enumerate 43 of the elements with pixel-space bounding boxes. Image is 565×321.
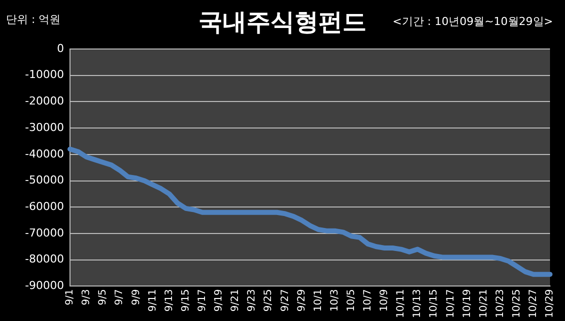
x-tick-label: 10/21	[478, 289, 490, 318]
y-tick-label: -90000	[25, 279, 64, 292]
x-tick-label: 9/17	[197, 289, 208, 312]
x-tick-label: 10/11	[396, 289, 407, 318]
x-tick-label: 10/25	[511, 289, 522, 318]
x-tick-label: 10/13	[412, 289, 424, 318]
x-tick-label: 10/5	[346, 289, 357, 312]
y-tick-label: -30000	[25, 120, 64, 134]
x-tick-label: 10/17	[445, 289, 456, 318]
x-tick-label: 10/7	[362, 289, 374, 312]
x-tick-label: 9/5	[98, 289, 109, 306]
x-tick-label: 9/19	[214, 289, 225, 312]
x-tick-label: 10/3	[329, 289, 340, 312]
y-tick-label: -10000	[25, 68, 64, 82]
x-tick-label: 9/25	[263, 289, 274, 312]
x-tick-label: 10/9	[379, 289, 390, 312]
x-tick-label: 10/1	[312, 289, 324, 312]
x-tick-label: 9/11	[147, 289, 158, 312]
x-tick-label: 10/15	[428, 289, 440, 318]
y-tick-label: -40000	[25, 147, 64, 160]
y-tick-label: -20000	[25, 94, 64, 108]
x-tick-label: 9/29	[296, 289, 308, 312]
y-tick-label: -80000	[25, 252, 64, 266]
x-tick-label: 10/23	[494, 289, 506, 318]
chart-subtitle: <기간 : 10년09월~10월29일>	[392, 14, 553, 29]
x-tick-label: 9/15	[180, 289, 192, 312]
x-tick-label: 9/7	[114, 289, 126, 306]
y-tick-label: -60000	[25, 200, 64, 213]
x-tick-label: 10/19	[462, 289, 473, 318]
x-tick-label: 10/27	[528, 289, 540, 318]
x-tick-label: 9/9	[130, 289, 142, 306]
y-tick-label: -50000	[25, 174, 64, 187]
y-tick-label: -70000	[25, 226, 64, 240]
x-tick-label: 9/27	[280, 289, 291, 312]
x-tick-label: 9/13	[164, 289, 175, 312]
x-tick-label: 9/23	[246, 289, 258, 312]
x-tick-label: 9/3	[81, 289, 92, 306]
chart-title: 국내주식형펀드	[198, 8, 366, 36]
x-tick-label: 9/21	[230, 289, 242, 312]
x-tick-label: 10/29	[544, 289, 556, 318]
y-tick-label: 0	[57, 42, 64, 55]
x-tick-label: 9/1	[64, 289, 76, 306]
y-axis-title: 단위 : 억원	[6, 12, 61, 27]
